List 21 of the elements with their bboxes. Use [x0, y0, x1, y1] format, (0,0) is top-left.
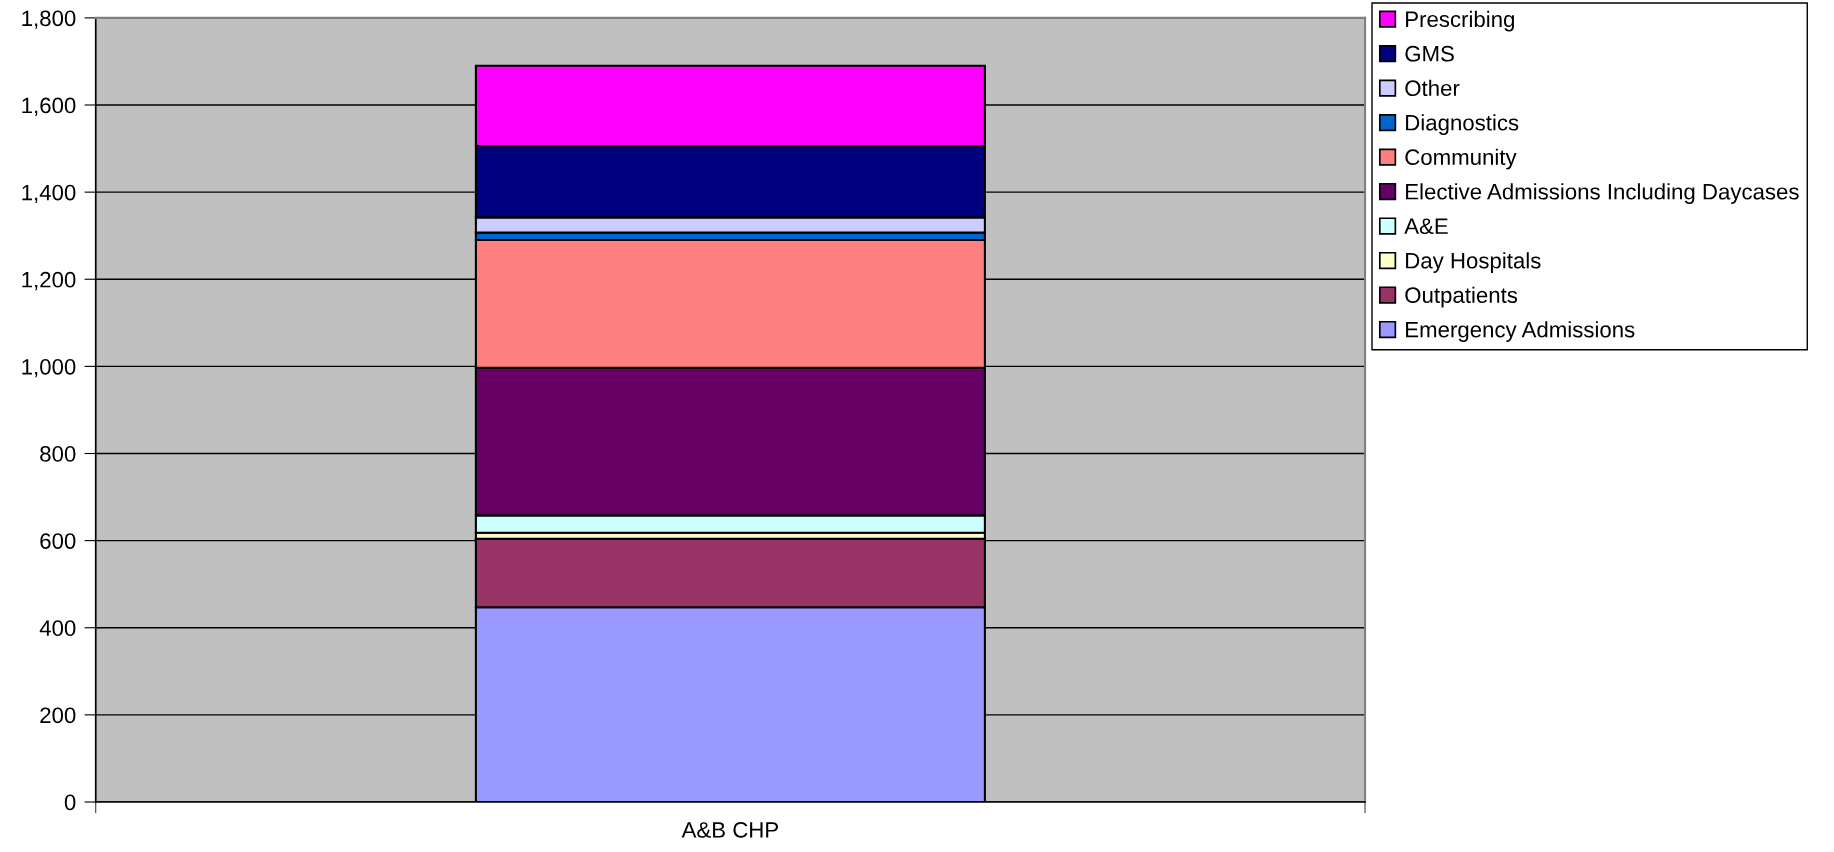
y-tick-label: 1,600: [22, 97, 76, 116]
y-tick-label: 1,200: [22, 271, 76, 291]
legend-label: Prescribing: [1406, 10, 1514, 32]
legend-label: Community: [1405, 148, 1517, 170]
legend-label: Elective Admissions Including Daycases: [1406, 183, 1799, 204]
y-tick-label: 200: [40, 707, 76, 724]
legend-label: Diagnostics: [1406, 114, 1519, 135]
y-tick-label: 0: [64, 794, 76, 811]
y-tick-label: 1,800: [22, 10, 76, 29]
y-tick-label: 600: [40, 533, 76, 549]
y-tick-label: 1,000: [22, 358, 76, 378]
legend-label: Other: [1405, 79, 1460, 97]
legend-label: Day Hospitals: [1406, 252, 1541, 273]
y-tick-label: 800: [40, 446, 76, 462]
legend-label: GMS: [1405, 45, 1454, 62]
legend-label: A&E: [1404, 218, 1448, 235]
legend-label: Outpatients: [1405, 286, 1518, 308]
y-tick-label: 1,400: [22, 184, 76, 204]
y-tick-label: 400: [39, 620, 76, 637]
x-tick-label: A&B CHP: [681, 822, 778, 838]
legend-label: Emergency Admissions: [1406, 321, 1635, 342]
